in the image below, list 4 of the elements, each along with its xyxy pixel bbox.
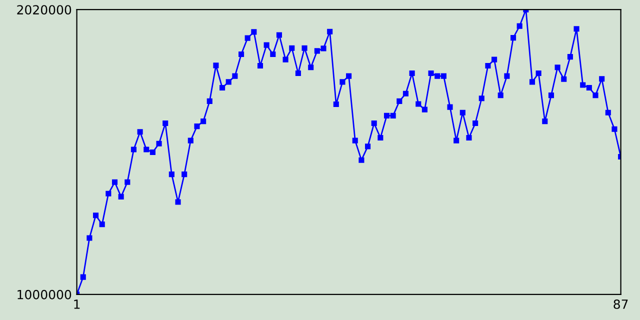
y-tick-label: 2020000 — [17, 5, 72, 15]
y-tick-label: 1000000 — [18, 290, 72, 300]
x-tick-label: 1 — [74, 300, 80, 309]
x-tick-label: 87 — [614, 299, 628, 309]
